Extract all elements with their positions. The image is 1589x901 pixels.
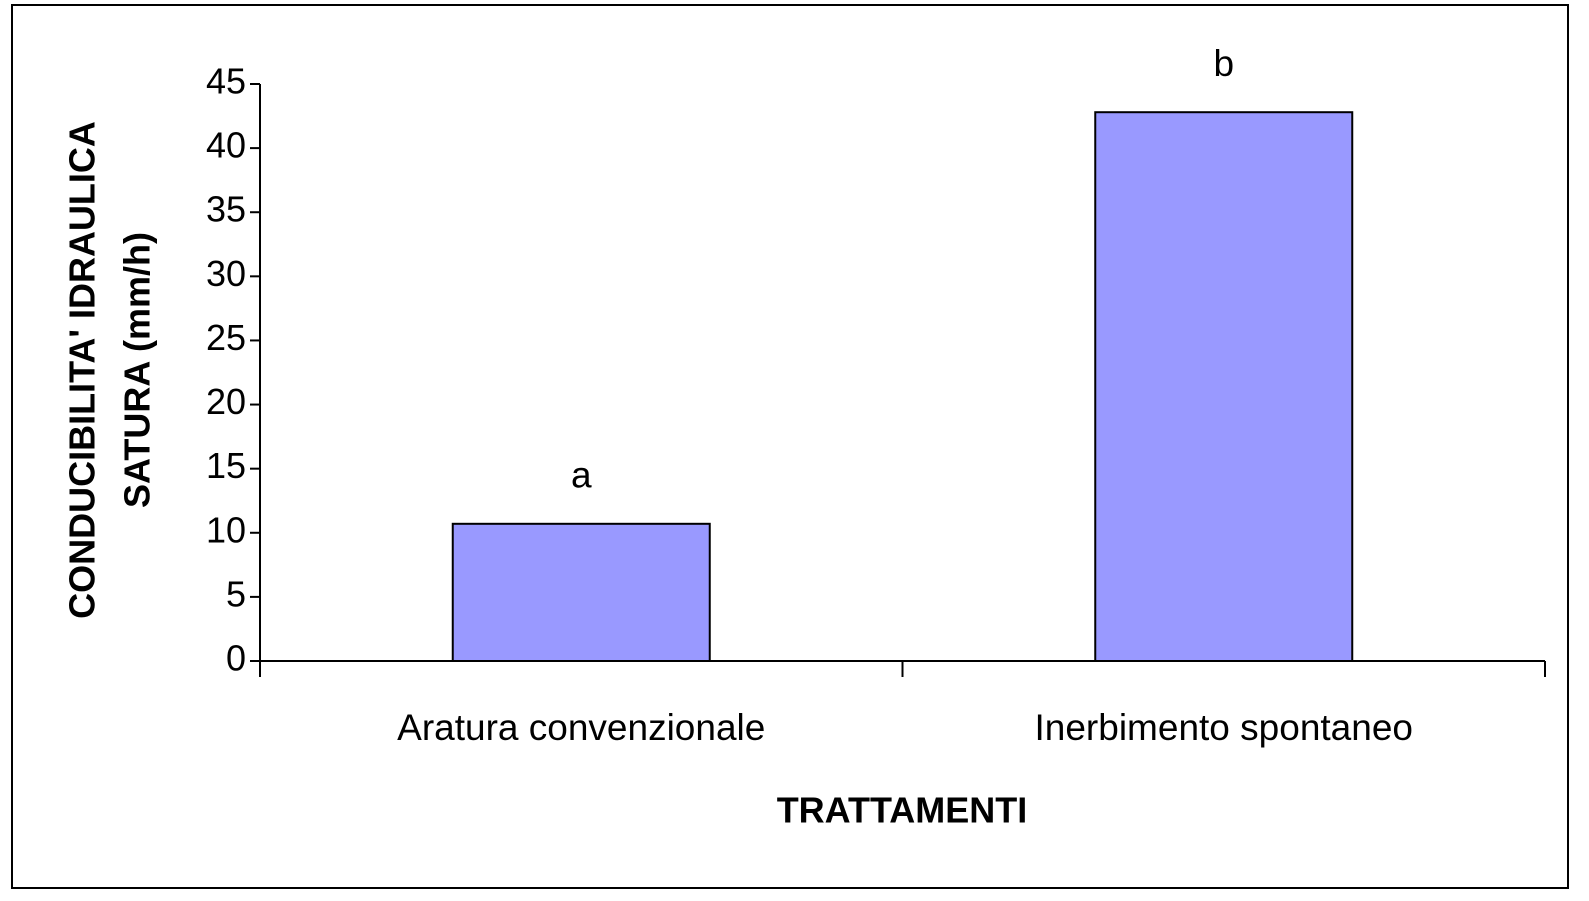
x-tick-label: Aratura convenzionale (397, 707, 765, 748)
y-tick-label: 40 (206, 125, 246, 166)
y-tick-label: 15 (206, 445, 246, 486)
annotation: b (1213, 43, 1234, 84)
y-tick-label: 20 (206, 381, 246, 422)
annotation: a (571, 455, 592, 496)
x-axis-title: TRATTAMENTI (777, 790, 1028, 831)
y-tick-label: 30 (206, 253, 246, 294)
x-tick-label: Inerbimento spontaneo (1035, 707, 1414, 748)
y-axis-title: CONDUCIBILITA' IDRAULICA (62, 121, 103, 619)
bar (451, 522, 711, 663)
y-tick-label: 25 (206, 317, 246, 358)
y-tick-label: 5 (226, 573, 246, 614)
y-axis-title: SATURA (mm/h) (117, 232, 158, 508)
y-tick-label: 35 (206, 189, 246, 230)
y-tick-label: 0 (226, 638, 246, 679)
y-tick-label: 10 (206, 509, 246, 550)
y-tick-label: 45 (206, 61, 246, 102)
bar (1094, 111, 1354, 663)
